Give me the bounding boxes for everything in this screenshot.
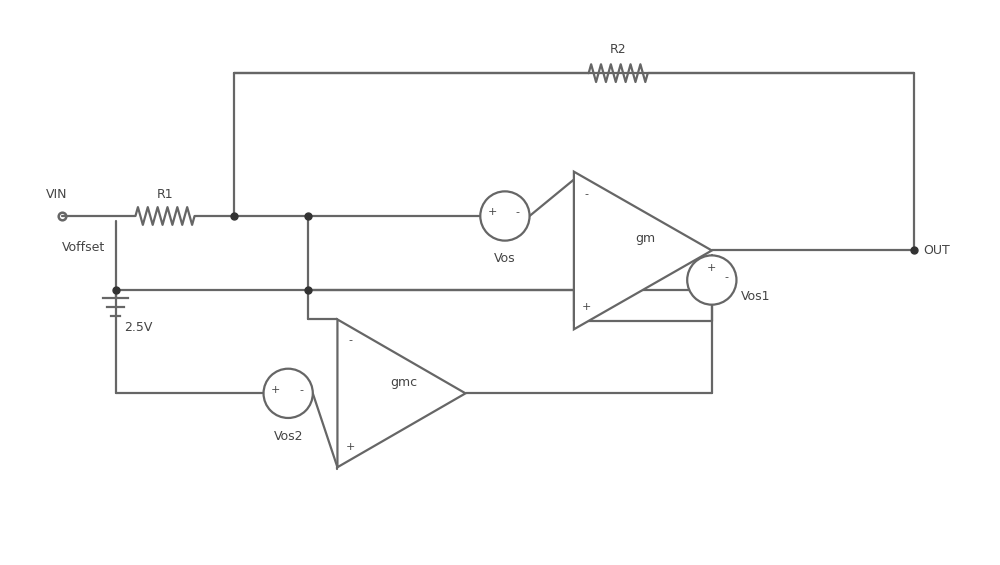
Text: +: + <box>707 263 717 273</box>
Text: +: + <box>346 441 355 451</box>
Text: -: - <box>585 189 589 199</box>
Text: Vos2: Vos2 <box>273 430 303 443</box>
Text: R1: R1 <box>157 188 173 201</box>
Text: -: - <box>348 335 352 345</box>
Polygon shape <box>337 319 466 467</box>
Polygon shape <box>574 172 712 329</box>
Text: Voffset: Voffset <box>62 241 105 254</box>
Text: -: - <box>725 272 729 282</box>
Text: -: - <box>516 207 520 218</box>
Text: R2: R2 <box>610 44 627 57</box>
Circle shape <box>687 255 736 305</box>
Text: Vos: Vos <box>494 253 516 266</box>
Text: OUT: OUT <box>924 244 950 257</box>
Circle shape <box>480 192 530 241</box>
Text: VIN: VIN <box>46 188 67 201</box>
Text: Vos1: Vos1 <box>741 290 771 303</box>
Text: +: + <box>582 302 591 312</box>
Text: gmc: gmc <box>390 376 418 389</box>
Circle shape <box>264 369 313 418</box>
Text: 2.5V: 2.5V <box>124 321 152 334</box>
Text: +: + <box>487 207 497 218</box>
Text: gm: gm <box>636 232 656 245</box>
Text: +: + <box>271 385 280 394</box>
Text: -: - <box>299 385 303 394</box>
